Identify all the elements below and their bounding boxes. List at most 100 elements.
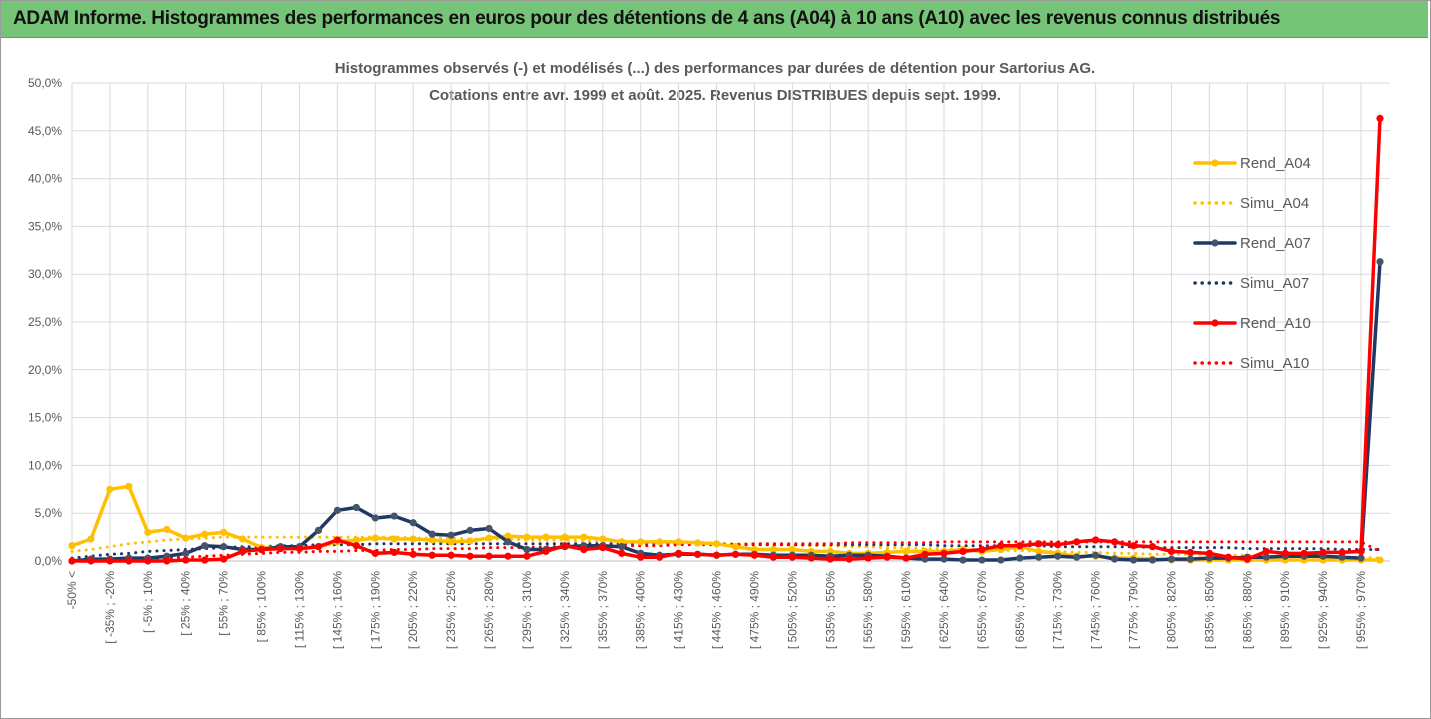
point (618, 543, 626, 551)
point (712, 540, 721, 548)
x-tick-label: [ 745% ; 760% (1089, 571, 1103, 649)
point (125, 557, 133, 565)
point (675, 538, 683, 546)
point (959, 556, 967, 564)
x-tick-label: [ 415% ; 430% (672, 571, 686, 649)
x-tick-label: -50% < (65, 571, 79, 609)
point (826, 555, 834, 563)
point (693, 550, 702, 558)
point (769, 545, 777, 554)
point (580, 545, 588, 554)
x-tick-label: [ 295% ; 310% (520, 571, 534, 649)
point (201, 556, 209, 564)
x-tick-label: [ 325% ; 340% (558, 571, 572, 649)
point (1357, 547, 1365, 556)
y-tick-label: 45,0% (28, 124, 62, 138)
point (1281, 549, 1289, 557)
point (921, 550, 929, 558)
point (239, 547, 247, 556)
point (599, 544, 607, 552)
point (1111, 555, 1119, 563)
point (371, 514, 379, 522)
point (163, 525, 171, 534)
x-tick-label: [ 805% ; 820% (1164, 571, 1178, 649)
point (447, 538, 455, 546)
point (68, 542, 76, 550)
point (1186, 555, 1195, 563)
x-tick-label: [ 565% ; 580% (861, 571, 875, 649)
x-tick-label: [ 175% ; 190% (368, 571, 382, 649)
legend-label: Simu_A04 (1240, 195, 1309, 212)
point (87, 557, 95, 565)
point (561, 533, 569, 541)
point (1035, 553, 1043, 561)
observed-line (70, 260, 1382, 563)
legend-label: Rend_A07 (1240, 235, 1311, 252)
x-tick-label: [ -35% ; -20% (103, 571, 117, 644)
point (978, 556, 986, 564)
y-tick-label: 40,0% (28, 172, 62, 186)
point (390, 548, 398, 556)
y-tick-label: 0,0% (35, 554, 63, 568)
y-tick-label: 35,0% (28, 219, 62, 233)
point (409, 519, 417, 527)
point (1129, 556, 1138, 564)
x-tick-label: [ 895% ; 910% (1278, 571, 1292, 649)
point (371, 534, 379, 542)
x-tick-label: [ 865% ; 880% (1240, 571, 1254, 649)
point (561, 542, 569, 550)
point (769, 553, 777, 561)
point (1092, 551, 1100, 559)
point (485, 552, 493, 560)
point (731, 550, 740, 558)
x-tick-label: [ 475% ; 490% (747, 571, 761, 649)
point (276, 544, 285, 553)
point (428, 530, 436, 538)
point (163, 557, 171, 565)
point (1186, 548, 1195, 556)
point (1338, 548, 1346, 556)
y-tick-label: 30,0% (28, 267, 62, 281)
legend-label: Simu_A10 (1240, 355, 1309, 372)
point (1129, 542, 1138, 550)
x-tick-label: [ 775% ; 790% (1127, 571, 1141, 649)
point (1054, 552, 1062, 560)
header-bar: ADAM Informe. Histogrammes des performan… (1, 1, 1428, 38)
point (144, 557, 152, 565)
point (997, 542, 1005, 550)
y-tick-label: 10,0% (28, 458, 62, 472)
point (87, 535, 95, 543)
x-tick-label: [ 115% ; 130% (292, 571, 306, 648)
point (731, 543, 740, 551)
point (580, 533, 588, 541)
point (637, 538, 645, 546)
point (523, 533, 531, 541)
point (1016, 554, 1024, 562)
x-tick-label: [ 25% ; 40% (179, 571, 193, 636)
y-tick-label: 25,0% (28, 315, 62, 329)
x-tick-label: [ 145% ; 160% (330, 571, 344, 649)
point (314, 543, 323, 551)
point (1148, 543, 1157, 551)
point (1035, 540, 1043, 548)
x-tick-label: [ 505% ; 520% (785, 571, 799, 649)
point (333, 536, 341, 544)
point (390, 535, 398, 543)
point (788, 553, 796, 561)
chart-title: Histogrammes observés (-) et modélisés (… (335, 60, 1095, 77)
point (712, 551, 721, 559)
point (390, 512, 398, 520)
point (239, 535, 247, 543)
observed-line (70, 116, 1382, 563)
x-tick-label: [ 385% ; 400% (634, 571, 648, 649)
chart: Histogrammes observés (-) et modélisés (… (28, 60, 1390, 649)
point (466, 537, 474, 545)
point (1376, 114, 1384, 122)
point (504, 532, 512, 540)
point (1092, 536, 1100, 544)
model-line (70, 535, 1382, 560)
point (1357, 554, 1365, 562)
x-tick-label: [ 655% ; 670% (975, 571, 989, 649)
point (1073, 553, 1081, 561)
legend-marker (1211, 159, 1219, 167)
